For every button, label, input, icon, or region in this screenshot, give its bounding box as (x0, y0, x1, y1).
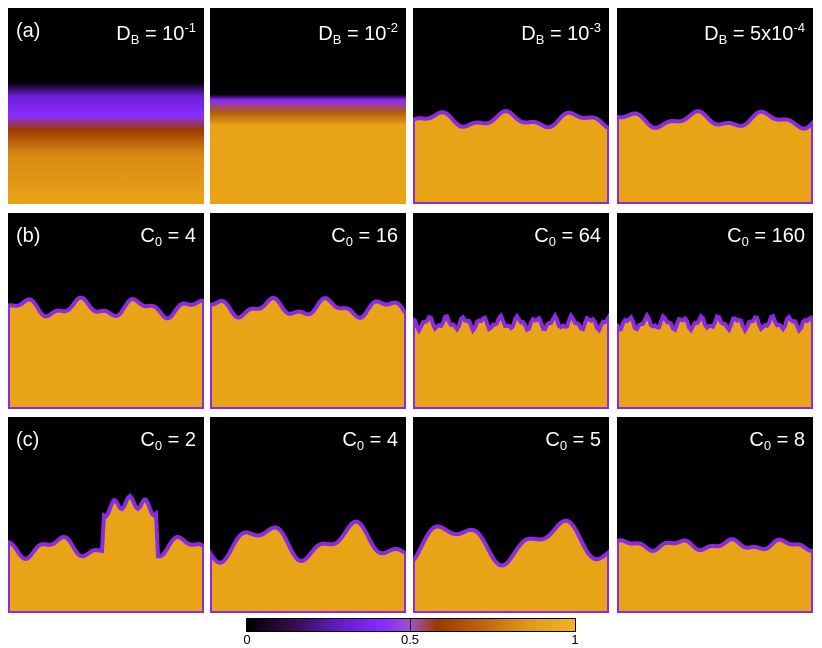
field-image (413, 518, 609, 613)
solid-region (413, 518, 609, 613)
panel-2-0: (c) C0 = 2 (8, 417, 204, 613)
panel-0-3: DB = 5x10-4 (617, 8, 813, 204)
field-image (8, 8, 204, 204)
panel-1-0: (b) C0 = 4 (8, 213, 204, 409)
field-image (210, 8, 406, 204)
field-image (210, 519, 406, 613)
row-label: (a) (16, 20, 41, 42)
colorbar-mid-tick (410, 618, 411, 632)
colorbar (246, 618, 576, 632)
solid-region (210, 519, 406, 613)
field-image (617, 537, 813, 613)
parameter-label: C0 = 8 (749, 429, 805, 453)
parameter-label: DB = 5x10-4 (704, 20, 805, 47)
parameter-label: DB = 10-2 (318, 20, 398, 47)
solid-region (8, 295, 204, 409)
solid-region (413, 109, 609, 204)
panel-1-2: C0 = 64 (413, 213, 609, 409)
parameter-label: C0 = 5 (545, 429, 601, 453)
panel-0-1: DB = 10-2 (210, 8, 406, 204)
colorbar-mid-label: 0.5 (400, 632, 420, 647)
field-image (8, 295, 204, 409)
gradient-field (210, 8, 406, 204)
field-image (617, 109, 813, 204)
field-image (413, 311, 609, 409)
panel-2-3: C0 = 8 (617, 417, 813, 613)
panel-2-2: C0 = 5 (413, 417, 609, 613)
parameter-label: C0 = 4 (342, 429, 398, 453)
panel-0-2: DB = 10-3 (413, 8, 609, 204)
field-image (413, 109, 609, 204)
solid-region (413, 311, 609, 409)
parameter-label: C0 = 160 (727, 225, 805, 249)
panel-1-3: C0 = 160 (617, 213, 813, 409)
row-label: (c) (16, 429, 40, 451)
parameter-label: C0 = 16 (331, 225, 398, 249)
panel-0-0: (a) DB = 10-1 (8, 8, 204, 204)
solid-region (8, 493, 204, 613)
field-image (210, 295, 406, 409)
field-image (8, 493, 204, 613)
field-image (617, 311, 813, 409)
parameter-label: DB = 10-1 (116, 20, 196, 47)
solid-region (617, 311, 813, 409)
parameter-label: C0 = 4 (140, 225, 196, 249)
parameter-label: DB = 10-3 (521, 20, 601, 47)
parameter-label: C0 = 64 (534, 225, 601, 249)
colorbar-min-label: 0 (243, 632, 251, 647)
row-label: (b) (16, 225, 41, 247)
solid-region (210, 295, 406, 409)
solid-region (617, 109, 813, 204)
gradient-field (8, 8, 204, 204)
panel-2-1: C0 = 4 (210, 417, 406, 613)
solid-region (617, 537, 813, 613)
parameter-label: C0 = 2 (140, 429, 196, 453)
colorbar-max-label: 1 (571, 632, 579, 647)
panel-1-1: C0 = 16 (210, 213, 406, 409)
